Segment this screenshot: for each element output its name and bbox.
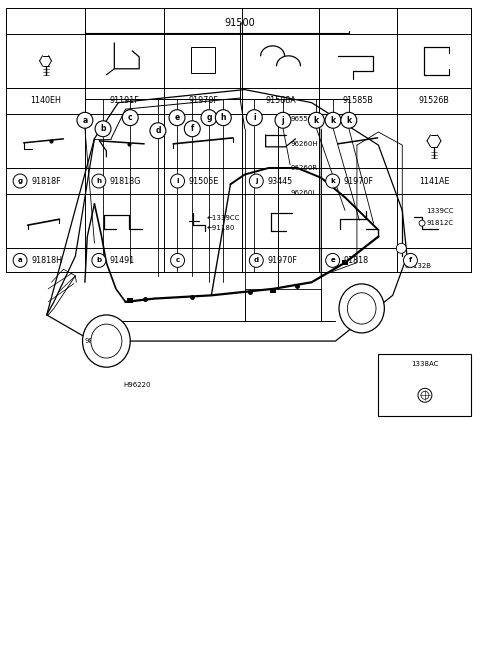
Text: f: f <box>191 124 194 133</box>
Circle shape <box>421 391 429 400</box>
Circle shape <box>325 112 341 128</box>
Text: e: e <box>330 257 335 264</box>
Circle shape <box>169 110 185 126</box>
Circle shape <box>249 174 263 188</box>
Circle shape <box>13 253 27 268</box>
Text: 91491: 91491 <box>110 256 135 265</box>
Ellipse shape <box>339 284 384 333</box>
Text: 91500: 91500 <box>225 18 255 28</box>
Text: k: k <box>331 115 336 125</box>
Circle shape <box>92 253 106 268</box>
Circle shape <box>246 110 262 126</box>
Text: 91505E: 91505E <box>189 176 219 186</box>
Bar <box>378 354 471 416</box>
Text: 96260L: 96260L <box>290 190 316 196</box>
Text: H96220: H96220 <box>124 382 151 388</box>
Text: 91970F: 91970F <box>267 256 297 265</box>
Text: d: d <box>155 126 161 135</box>
Text: 96260H: 96260H <box>290 140 318 146</box>
Text: ←91180: ←91180 <box>207 225 235 231</box>
Text: 91818F: 91818F <box>31 176 60 186</box>
Text: d: d <box>254 257 259 264</box>
Text: j: j <box>255 178 258 184</box>
Circle shape <box>184 121 200 136</box>
Circle shape <box>170 253 184 268</box>
Circle shape <box>170 174 184 188</box>
Text: 91812C: 91812C <box>426 220 453 226</box>
Circle shape <box>404 253 418 268</box>
Circle shape <box>326 253 340 268</box>
Circle shape <box>13 174 27 188</box>
Circle shape <box>150 123 166 138</box>
Circle shape <box>309 112 324 128</box>
Text: 91818H: 91818H <box>31 256 62 265</box>
Text: 91818G: 91818G <box>110 176 141 186</box>
Ellipse shape <box>83 315 130 367</box>
Text: i: i <box>176 178 179 184</box>
Bar <box>127 298 133 303</box>
Text: 91970F: 91970F <box>188 96 218 105</box>
Circle shape <box>77 112 93 128</box>
Text: 91588A: 91588A <box>265 96 296 105</box>
Circle shape <box>95 121 111 136</box>
Text: f: f <box>409 257 412 264</box>
Bar <box>342 260 348 265</box>
Text: g: g <box>206 113 212 122</box>
Circle shape <box>418 388 432 402</box>
Text: a: a <box>82 115 87 125</box>
Bar <box>270 287 276 293</box>
Text: k: k <box>346 115 351 125</box>
Circle shape <box>396 243 406 253</box>
Circle shape <box>326 174 340 188</box>
Text: h: h <box>96 178 101 184</box>
Text: 96260R: 96260R <box>290 165 317 171</box>
Text: j: j <box>282 115 284 125</box>
Circle shape <box>122 110 138 126</box>
Circle shape <box>341 112 357 128</box>
Text: c: c <box>128 113 132 122</box>
Text: 96550A: 96550A <box>290 115 317 122</box>
Text: 91818: 91818 <box>344 256 369 265</box>
Text: b: b <box>96 257 101 264</box>
Ellipse shape <box>91 324 122 358</box>
Circle shape <box>419 220 425 226</box>
Text: 91191F: 91191F <box>109 96 139 105</box>
Text: c: c <box>176 257 180 264</box>
Circle shape <box>216 110 231 126</box>
Circle shape <box>275 112 291 128</box>
Circle shape <box>249 253 263 268</box>
Text: 1141AE: 1141AE <box>419 176 449 186</box>
Text: ←1339CC: ←1339CC <box>207 215 240 221</box>
Text: b: b <box>100 124 106 133</box>
Text: 93445: 93445 <box>267 176 292 186</box>
Text: k: k <box>330 178 335 184</box>
Text: g: g <box>17 178 23 184</box>
Text: i: i <box>253 113 256 122</box>
Text: 1339CC: 1339CC <box>426 208 454 215</box>
Text: 1338AC: 1338AC <box>411 361 439 367</box>
Text: 91585B: 91585B <box>342 96 373 105</box>
Circle shape <box>92 174 106 188</box>
Text: 84132B: 84132B <box>405 263 432 269</box>
Text: 1140EH: 1140EH <box>30 96 61 105</box>
Text: e: e <box>174 113 180 122</box>
Circle shape <box>201 110 217 126</box>
Text: h: h <box>220 113 226 122</box>
Text: a: a <box>18 257 23 264</box>
Text: 91526B: 91526B <box>419 96 449 105</box>
Text: 98885: 98885 <box>85 338 107 344</box>
Ellipse shape <box>348 293 376 324</box>
Bar <box>191 47 215 73</box>
Text: k: k <box>314 115 319 125</box>
Text: 91970F: 91970F <box>344 176 373 186</box>
